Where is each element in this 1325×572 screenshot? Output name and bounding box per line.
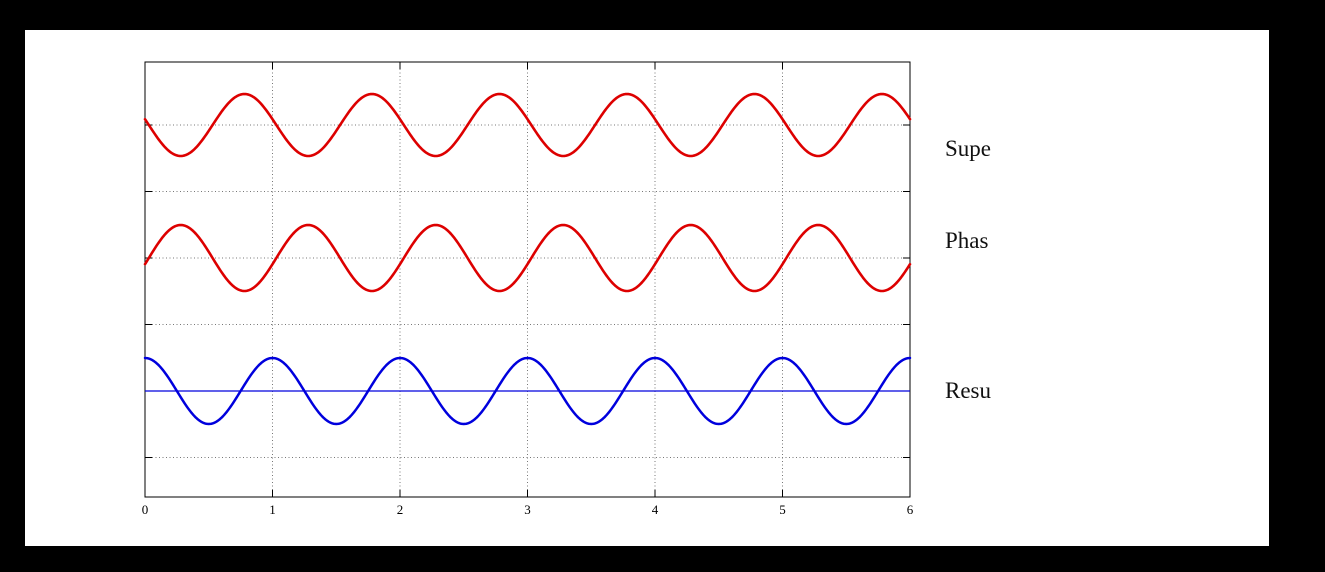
x-tick-label: 2 xyxy=(397,502,404,517)
x-tick-label: 3 xyxy=(524,502,531,517)
middle-red-wave xyxy=(143,223,912,293)
x-tick-label: 0 xyxy=(142,502,149,517)
label-phase: Phas xyxy=(945,228,989,253)
upper-red-wave xyxy=(143,92,912,158)
x-tick-label: 6 xyxy=(907,502,914,517)
label-superposition: Supe xyxy=(945,136,991,161)
waveform-plot: 0 1 2 3 4 5 6 xyxy=(142,61,914,517)
figure-page: 0 1 2 3 4 5 6 Supe Phas Resu xyxy=(25,30,1269,546)
x-tick-label: 5 xyxy=(779,502,786,517)
x-tick-label: 4 xyxy=(652,502,659,517)
blue-resultant-wave xyxy=(143,356,912,426)
x-tick-label: 1 xyxy=(269,502,276,517)
label-resultant: Resu xyxy=(945,378,991,403)
